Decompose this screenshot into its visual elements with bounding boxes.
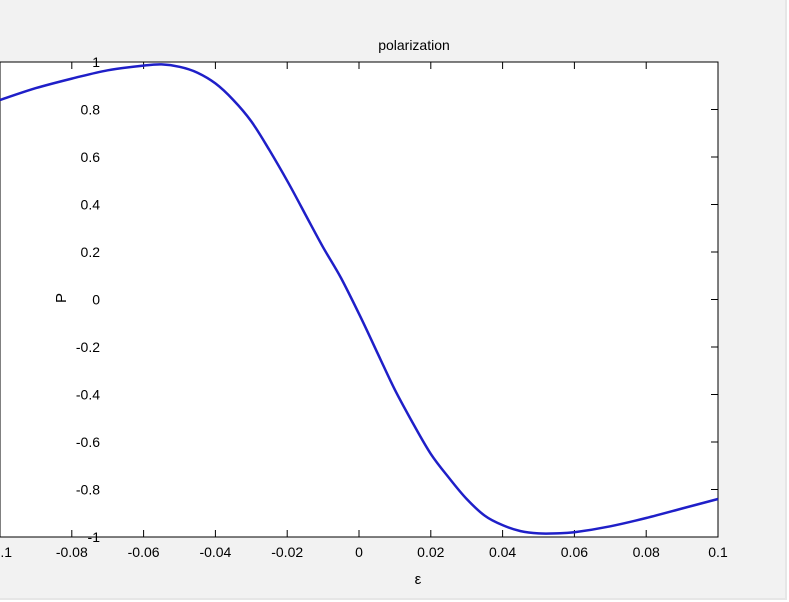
series-layer (0, 63, 719, 535)
plot-area (0, 61, 719, 538)
y-tick-label: -0.2 (76, 339, 100, 355)
x-tick-label: -0.1 (0, 544, 12, 560)
y-tick-label: 0.6 (81, 149, 101, 165)
x-tick-label: -0.04 (199, 544, 231, 560)
x-tick-label: -0.02 (271, 544, 303, 560)
x-tick-label: 0.06 (561, 544, 588, 560)
y-tick-label: -0.6 (76, 434, 100, 450)
y-tick-label: -0.8 (76, 482, 100, 498)
x-axis-ticks: -0.1 -0.08 -0.06 -0.04 -0.02 0 0.02 0.04 0.06 0.0… (0, 62, 728, 560)
chart-title: polarization (378, 37, 450, 53)
x-tick-label: 0.1 (708, 544, 728, 560)
y-tick-label: 1 (92, 54, 100, 70)
y-axis-label: P (53, 293, 70, 303)
x-tick-label: -0.08 (56, 544, 88, 560)
x-tick-label: -0.06 (128, 544, 160, 560)
y-tick-label: 0.2 (81, 244, 101, 260)
x-tick-label: 0.04 (489, 544, 516, 560)
x-tick-label: 0.08 (633, 544, 660, 560)
y-tick-label: -1 (88, 529, 101, 545)
x-tick-label: 0 (355, 544, 363, 560)
y-axis-ticks: 1 0.8 0.6 0.4 0.2 0 -0.2 -0.4 -0.6 -0.8 -1 (76, 54, 718, 545)
x-axis-label: ε (415, 571, 422, 588)
y-tick-label: 0 (92, 292, 100, 308)
x-tick-label: 0.02 (417, 544, 444, 560)
y-tick-label: -0.4 (76, 387, 100, 403)
y-tick-label: 0.8 (81, 102, 101, 118)
series-line-polarization (0, 63, 719, 535)
y-tick-label: 0.4 (81, 197, 101, 213)
